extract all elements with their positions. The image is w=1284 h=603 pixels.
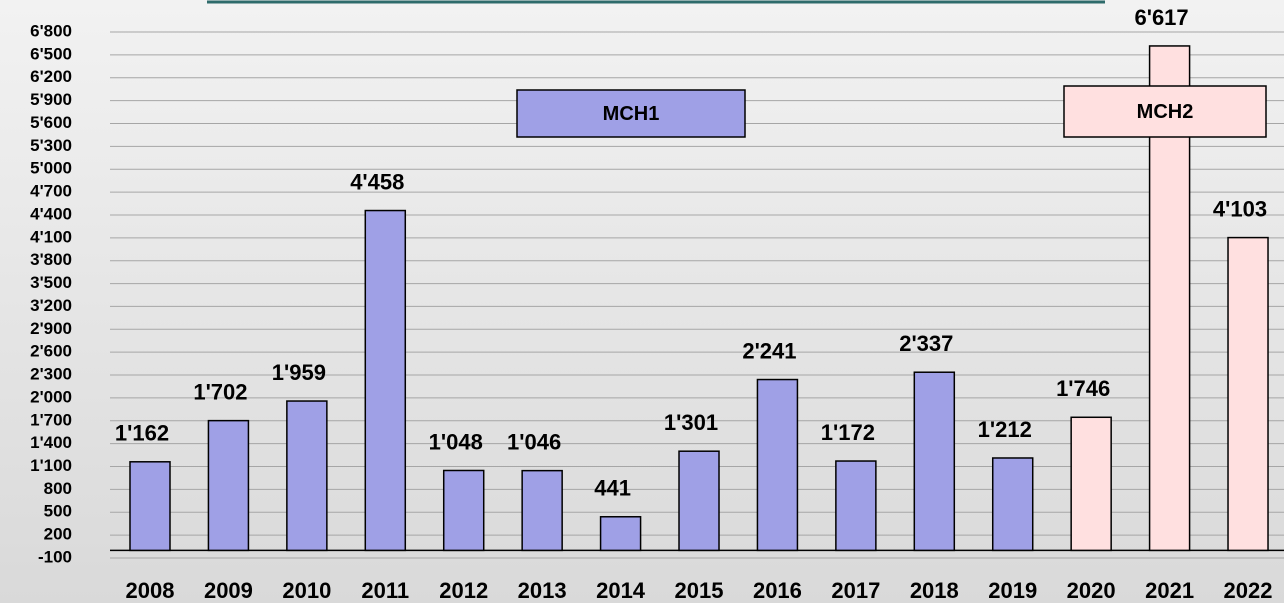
bar: [913, 371, 956, 552]
x-tick-label: 2013: [518, 578, 567, 603]
x-tick-label: 2018: [910, 578, 959, 603]
bar: [1227, 236, 1269, 552]
x-tick-label: 2021: [1145, 578, 1194, 603]
x-tick-label: 2017: [831, 578, 880, 603]
bar: [521, 469, 563, 552]
bar: [835, 460, 877, 552]
data-label: 1'746: [1056, 376, 1110, 401]
data-label: 2'241: [742, 338, 796, 363]
data-label: 1'959: [272, 360, 326, 385]
y-tick-label: 6'800: [30, 21, 72, 40]
y-tick-label: 3'500: [30, 273, 72, 292]
data-label: 4'103: [1213, 196, 1267, 221]
y-tick-label: 1'100: [30, 456, 72, 475]
x-tick-label: 2014: [596, 578, 646, 603]
y-tick-label: 5'600: [30, 113, 72, 132]
legend-label: MCH2: [1137, 101, 1194, 123]
y-tick-label: 5'900: [30, 90, 72, 109]
data-label: 2'337: [899, 331, 953, 356]
bar: [991, 457, 1034, 552]
x-tick-label: 2015: [675, 578, 724, 603]
x-tick-label: 2016: [753, 578, 802, 603]
legend-label: MCH1: [603, 103, 660, 125]
x-tick-label: 2020: [1067, 578, 1116, 603]
y-tick-label: 5'000: [30, 159, 72, 178]
x-tick-label: 2022: [1224, 578, 1273, 603]
y-tick-label: 2'900: [30, 319, 72, 338]
y-tick-label: 200: [44, 525, 72, 544]
data-label: 1'212: [978, 417, 1032, 442]
y-tick-label: -100: [38, 547, 72, 566]
data-label: 1'046: [507, 429, 561, 454]
bar: [207, 419, 250, 552]
data-label: 1'048: [429, 429, 483, 454]
y-tick-label: 800: [44, 479, 72, 498]
y-tick-label: 3'800: [30, 250, 72, 269]
bar: [756, 378, 799, 552]
x-tick-label: 2012: [439, 578, 488, 603]
bar: [678, 450, 720, 552]
y-tick-label: 1'400: [30, 433, 72, 452]
y-tick-label: 4'400: [30, 204, 72, 223]
y-tick-label: 4'700: [30, 182, 72, 201]
bar: [364, 209, 407, 552]
data-label: 1'172: [821, 420, 875, 445]
data-label: 1'301: [664, 410, 718, 435]
x-tick-label: 2009: [204, 578, 253, 603]
y-tick-label: 1'700: [30, 410, 72, 429]
x-tick-label: 2019: [988, 578, 1037, 603]
y-tick-label: 2'300: [30, 365, 72, 384]
bar: [1070, 416, 1112, 552]
x-tick-label: 2010: [282, 578, 331, 603]
y-tick-label: 2'600: [30, 342, 72, 361]
data-label: 1'162: [115, 421, 169, 446]
data-label: 4'458: [350, 169, 404, 194]
bar: [599, 516, 642, 552]
x-tick-label: 2008: [126, 578, 175, 603]
legend-box: [516, 89, 746, 138]
y-tick-label: 2'000: [30, 387, 72, 406]
data-label: 441: [594, 476, 631, 501]
bar: [129, 461, 171, 552]
y-tick-label: 3'200: [30, 296, 72, 315]
y-tick-label: 5'300: [30, 136, 72, 155]
data-label: 1'702: [193, 379, 247, 404]
y-tick-label: 6'200: [30, 67, 72, 86]
y-tick-label: 500: [44, 502, 72, 521]
bar: [442, 469, 485, 552]
x-tick-label: 2011: [361, 578, 409, 603]
y-tick-label: 4'100: [30, 227, 72, 246]
bar: [286, 400, 328, 552]
data-label: 6'617: [1134, 5, 1188, 30]
legend-box: [1063, 85, 1267, 138]
y-tick-label: 6'500: [30, 44, 72, 63]
